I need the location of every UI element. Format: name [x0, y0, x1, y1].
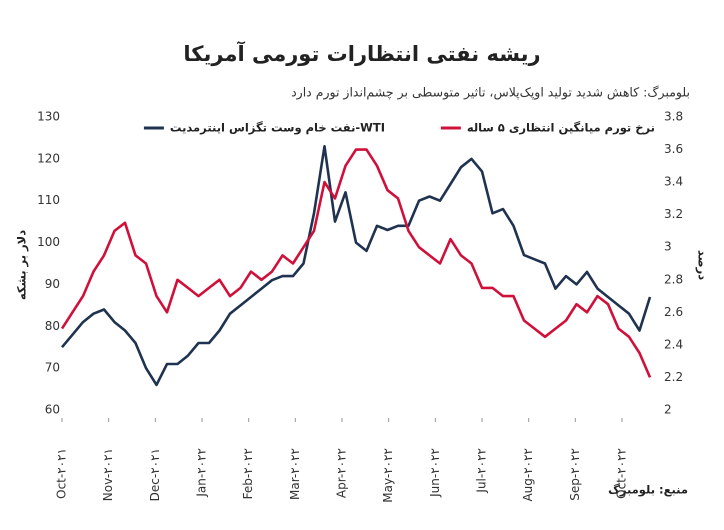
source: منبع: بلومبرگ — [608, 483, 688, 498]
y2-tick-label: 2.4 — [664, 337, 683, 351]
x-tick-label: Nov-۲۰۲۱ — [101, 448, 115, 501]
x-tick-label: Dec-۲۰۲۱ — [148, 448, 162, 501]
y-tick-label: 80 — [45, 319, 60, 333]
y2-tick-label: 3.8 — [664, 110, 683, 124]
y2-tick-label: 2.2 — [664, 370, 683, 384]
y2-tick-label: 2.8 — [664, 272, 683, 286]
chart-title: ریشه نفتی انتظارات تورمی آمریکا — [183, 41, 540, 66]
x-tick-label: Mar-۲۰۲۲ — [288, 448, 302, 500]
y2-tick-label: 2 — [664, 403, 672, 417]
y-tick-label: 120 — [37, 151, 60, 165]
x-tick-label: May-۲۰۲۲ — [381, 448, 395, 503]
x-tick-label: Jun-۲۰۲۲ — [428, 448, 442, 498]
x-tick-label: Oct-۲۰۲۱ — [55, 448, 69, 499]
legend-label: نرخ تورم میانگین انتظاری ۵ ساله — [467, 121, 655, 136]
x-tick-label: Sep-۲۰۲۲ — [568, 448, 582, 501]
y-tick-label: 110 — [37, 193, 60, 207]
x-tick-label: Feb-۲۰۲۲ — [241, 448, 255, 499]
y2-tick-label: 3.6 — [664, 142, 683, 156]
y-tick-label: 70 — [45, 361, 60, 375]
x-tick-label: Jan-۲۰۲۲ — [195, 448, 209, 498]
chart-subtitle: بلومبرگ: کاهش شدید تولید اوپک‌پلاس، تاثی… — [291, 85, 690, 101]
legend-label: نفت خام وست تگزاس اینترمدیت-WTI — [170, 121, 385, 136]
data-line — [61, 145, 652, 387]
y-tick-label: 60 — [45, 403, 60, 417]
y2-tick-label: 2.6 — [664, 305, 683, 319]
y2-axis-label: درصد — [696, 250, 710, 280]
y2-tick-label: 3.2 — [664, 207, 683, 221]
data-line — [60, 148, 652, 378]
y-axis-label: دلار بر بشکه — [15, 230, 29, 300]
y2-tick-label: 3.4 — [664, 175, 683, 189]
x-tick-label: Aug-۲۰۲۲ — [521, 448, 535, 502]
y-tick-label: 130 — [37, 110, 60, 124]
x-tick-label: Oct-۲۰۲۲ — [615, 448, 629, 499]
y-tick-label: 100 — [37, 235, 60, 249]
x-tick-label: Apr-۲۰۲۲ — [335, 448, 349, 498]
x-tick-label: Jul-۲۰۲۲ — [475, 448, 489, 494]
y2-tick-label: 3 — [664, 240, 672, 254]
y-tick-label: 90 — [45, 277, 60, 291]
